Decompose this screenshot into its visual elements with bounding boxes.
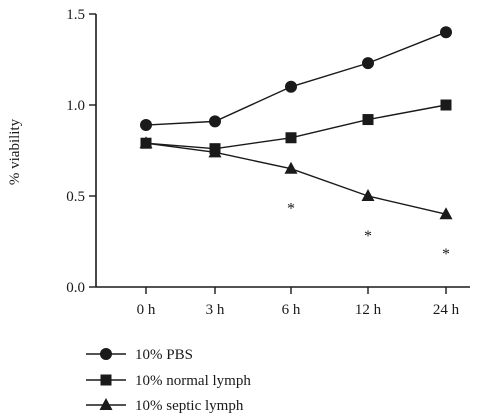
series-circle bbox=[140, 26, 452, 132]
axes bbox=[95, 14, 470, 288]
x-tick-label: 3 h bbox=[206, 302, 225, 318]
data-point-square bbox=[285, 132, 297, 144]
y-tick-label: 1.5 bbox=[66, 7, 85, 23]
significance-asterisk: * bbox=[364, 228, 372, 245]
legend-item: 10% PBS bbox=[86, 347, 193, 363]
data-point-square bbox=[362, 114, 374, 126]
legend-label: 10% septic lymph bbox=[135, 398, 244, 414]
legend-item: 10% septic lymph bbox=[86, 398, 244, 414]
data-point-circle bbox=[209, 115, 221, 128]
x-axis-ticks: 0 h 3 h 6 h 12 h 24 h bbox=[137, 287, 460, 318]
legend-marker-square bbox=[100, 374, 112, 386]
legend-label: 10% normal lymph bbox=[135, 373, 251, 389]
y-tick-label: 0.0 bbox=[66, 280, 85, 296]
legend-label: 10% PBS bbox=[135, 347, 193, 363]
x-tick-label: 12 h bbox=[355, 302, 382, 318]
legend-item: 10% normal lymph bbox=[86, 373, 251, 389]
y-axis-title: % viability bbox=[7, 118, 23, 185]
series-layer bbox=[139, 26, 453, 220]
data-point-triangle bbox=[284, 161, 298, 174]
data-point-triangle bbox=[139, 136, 153, 149]
y-tick-label: 0.5 bbox=[66, 189, 85, 205]
x-tick-label: 24 h bbox=[433, 302, 460, 318]
series-line bbox=[145, 31, 447, 126]
x-tick-label: 0 h bbox=[137, 302, 156, 318]
x-tick-label: 6 h bbox=[282, 302, 301, 318]
data-point-circle bbox=[440, 26, 452, 39]
series-square bbox=[140, 99, 452, 155]
data-point-triangle bbox=[439, 207, 453, 220]
series-triangle bbox=[139, 136, 453, 220]
data-point-triangle bbox=[361, 189, 375, 201]
data-point-circle bbox=[140, 119, 152, 132]
annotations: * * * bbox=[287, 201, 450, 264]
data-point-square bbox=[440, 99, 452, 111]
significance-asterisk: * bbox=[287, 201, 295, 218]
data-point-triangle bbox=[208, 145, 222, 158]
data-point-circle bbox=[362, 57, 374, 70]
y-tick-label: 1.0 bbox=[66, 98, 85, 114]
significance-asterisk: * bbox=[442, 246, 450, 263]
data-point-circle bbox=[285, 80, 297, 93]
series-line bbox=[145, 142, 447, 215]
legend-marker-circle bbox=[100, 348, 112, 360]
legend-marker-triangle bbox=[99, 398, 113, 410]
y-axis-ticks: 0.0 0.5 1.0 1.5 bbox=[66, 7, 96, 296]
legend: 10% PBS 10% normal lymph 10% septic lymph bbox=[86, 347, 251, 414]
